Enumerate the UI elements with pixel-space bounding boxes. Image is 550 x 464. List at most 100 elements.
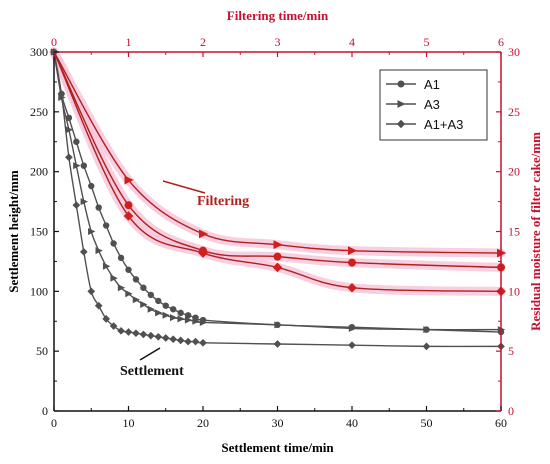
- settlement-point-a1-a3: [132, 329, 140, 338]
- settlement-point-a3: [274, 321, 282, 329]
- top-tick-label: 5: [424, 35, 430, 49]
- settlement-point-a1-a3: [57, 90, 66, 98]
- legend: A1 A3 A1+A3: [379, 69, 488, 141]
- settlement-point-a3: [95, 247, 103, 255]
- filtering-point-a1: [273, 252, 282, 261]
- settlement-point-a1-a3: [161, 334, 170, 342]
- filtering-line-a3: [53, 51, 502, 254]
- settlement-point-a1-a3: [273, 340, 282, 348]
- legend-marker-a1-a3: [396, 119, 406, 129]
- settlement-point-a3: [88, 227, 96, 236]
- settlement-point-a3: [132, 296, 141, 304]
- settlement-point-a1: [73, 138, 80, 145]
- settlement-point-a1-a3: [87, 287, 96, 296]
- right-tick-label: 15: [508, 225, 520, 239]
- settlement-point-a1-a3: [139, 330, 148, 339]
- settlement-point-a1: [140, 284, 147, 291]
- legend-label-a3: A3: [424, 97, 440, 112]
- legend-marker-a1: [397, 80, 405, 88]
- right-axis-title: Residual moisture of filter cake/mm: [528, 132, 543, 331]
- settlement-point-a1-a3: [176, 336, 185, 345]
- axis-layer: 0 10 20 30 40 50 600 1 2 3 4 5 605010015020025030005…: [30, 35, 520, 430]
- settlement-point-a1-a3: [94, 301, 103, 310]
- bottom-tick-label: 40: [346, 416, 358, 430]
- left-tick-label: 50: [36, 344, 48, 358]
- settlement-annotation: Settlement: [120, 364, 184, 379]
- legend-label-a1-a3: A1+A3: [424, 117, 463, 132]
- settlement-point-a1-a3: [124, 328, 133, 336]
- settlement-point-a3: [73, 162, 81, 170]
- left-tick-label: 200: [30, 165, 48, 179]
- settlement-point-a1: [147, 291, 155, 299]
- legend-items: A1 A3 A1+A3: [386, 77, 463, 132]
- settlement-point-a3: [184, 316, 193, 324]
- filtering-point-a1-a3: [198, 248, 208, 258]
- settlement-point-a3: [155, 309, 163, 317]
- bottom-tick-label: 60: [495, 416, 507, 430]
- legend-marker-a3: [397, 100, 406, 108]
- settlement-point-a1: [117, 254, 125, 262]
- filtering-point-a3: [124, 175, 134, 185]
- right-tick-label: 0: [508, 404, 514, 418]
- settlement-point-a1-a3: [79, 248, 88, 256]
- settlement-point-a3: [192, 317, 200, 325]
- settlement-point-a3: [65, 126, 74, 134]
- settlement-point-a1-a3: [102, 315, 110, 323]
- settlement-point-a3: [177, 315, 185, 323]
- settlement-point-a1-a3: [169, 335, 178, 344]
- filtering-point-a3: [199, 229, 209, 239]
- settlement-point-a1: [88, 182, 95, 190]
- filtering-annotation: Filtering: [197, 194, 249, 209]
- settlement-point-a1-a3: [199, 338, 207, 347]
- top-tick-label: 2: [200, 35, 206, 49]
- settlement-annotation-arrow: [139, 347, 161, 361]
- settlement-point-a1-a3: [147, 331, 155, 340]
- settlement-point-a1: [80, 162, 88, 169]
- settlement-point-a1-a3: [72, 201, 81, 210]
- filtering-point-a3: [348, 246, 358, 256]
- settlement-point-a1: [184, 312, 192, 319]
- settlement-point-a1: [125, 266, 132, 273]
- settlement-point-a1-a3: [117, 326, 125, 335]
- settlement-point-a3: [117, 284, 126, 292]
- bottom-tick-label: 10: [123, 416, 135, 430]
- top-tick-label: 0: [51, 35, 57, 49]
- settlement-point-a1-a3: [422, 342, 431, 351]
- settlement-point-a1-a3: [191, 337, 200, 346]
- settlement-point-a3: [170, 314, 178, 322]
- settlement-point-a1-a3: [348, 341, 356, 350]
- bottom-tick-label: 30: [272, 416, 284, 430]
- top-tick-label: 4: [349, 35, 355, 49]
- right-tick-label: 20: [508, 165, 520, 179]
- legend-label-a1: A1: [424, 77, 440, 92]
- settlement-point-a3: [140, 300, 148, 309]
- settlement-point-a1: [132, 276, 140, 283]
- settlement-point-a1-a3: [184, 337, 192, 346]
- bottom-tick-label: 50: [421, 416, 433, 430]
- settlement-point-a3: [102, 262, 111, 270]
- settlement-point-a3: [125, 290, 133, 298]
- top-tick-label: 6: [498, 35, 504, 49]
- settlement-point-a1: [110, 240, 117, 247]
- left-tick-label: 300: [30, 45, 48, 59]
- settlement-point-a1: [102, 222, 110, 229]
- filtering-point-a1-a3: [347, 282, 357, 293]
- left-tick-label: 0: [42, 404, 48, 418]
- settlement-point-a3: [348, 324, 357, 332]
- left-tick-label: 150: [30, 225, 48, 239]
- settlement-point-a3: [162, 311, 170, 319]
- settlement-point-a1-a3: [154, 332, 163, 341]
- settlement-point-a3: [423, 326, 431, 334]
- top-axis-title: Filtering time/min: [227, 8, 329, 23]
- filtering-annotation-arrow: [162, 180, 206, 194]
- bottom-tick-label: 20: [197, 416, 209, 430]
- settlement-point-a1: [155, 297, 162, 305]
- filtering-line-a1-a3: [53, 51, 502, 293]
- left-tick-label: 250: [30, 105, 48, 119]
- settlement-point-a1: [177, 309, 184, 317]
- settlement-point-a3: [147, 305, 156, 313]
- top-tick-label: 1: [126, 35, 132, 49]
- series-marker-layer: [50, 48, 507, 351]
- bottom-axis-title: Settlement time/min: [221, 440, 334, 455]
